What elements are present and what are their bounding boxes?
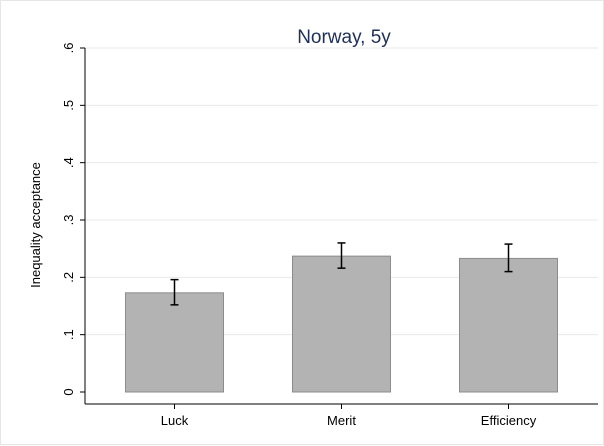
- y-tick-label: .5: [61, 100, 76, 111]
- y-tick-label: 0: [61, 388, 76, 395]
- y-tick-label: .4: [61, 157, 76, 168]
- bar-efficiency: [459, 257, 558, 393]
- chart-title: Norway, 5y: [297, 27, 391, 48]
- bars: [125, 255, 558, 393]
- error-bars: [170, 242, 513, 306]
- y-tick-label: .3: [61, 215, 76, 226]
- x-tick-label: Efficiency: [481, 413, 537, 428]
- y-tick-label: .2: [61, 272, 76, 283]
- x-tick-label: Merit: [327, 413, 356, 428]
- bar-luck: [125, 292, 224, 393]
- y-ticks: 0 .1 .2 .3 .4 .5 .6: [61, 43, 85, 396]
- bar-merit: [292, 255, 391, 393]
- y-tick-label: .6: [61, 43, 76, 54]
- y-tick-label: .1: [61, 329, 76, 340]
- x-ticks: Luck Merit Efficiency: [161, 404, 537, 428]
- x-tick-label: Luck: [161, 413, 189, 428]
- y-axis-title: Inequality acceptance: [28, 162, 43, 288]
